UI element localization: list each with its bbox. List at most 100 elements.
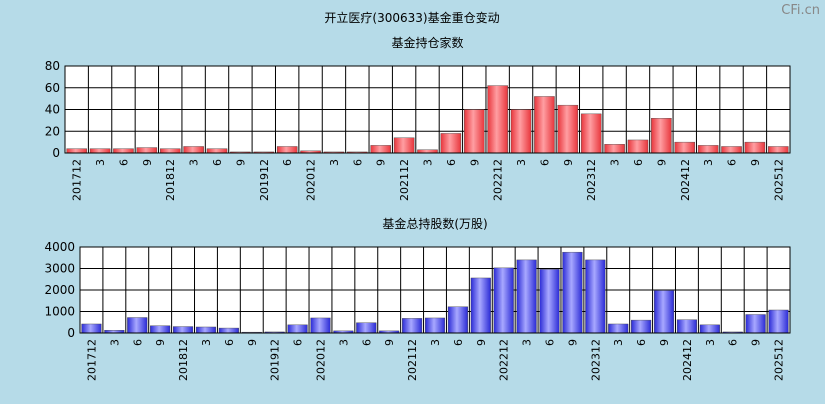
- x-tick-label: 3: [515, 159, 528, 166]
- bar: [393, 137, 415, 154]
- x-tick-label: 9: [566, 339, 579, 346]
- bar: [604, 144, 625, 154]
- bar: [159, 148, 181, 154]
- bar: [697, 145, 719, 154]
- x-tick-label: 202412: [679, 159, 692, 201]
- x-tick-label: 3: [521, 339, 534, 346]
- x-tick-label: 9: [749, 159, 762, 166]
- x-tick-label: 202512: [772, 159, 785, 201]
- bar: [356, 322, 377, 334]
- x-tick-label: 202212: [492, 159, 505, 201]
- bar: [183, 146, 204, 154]
- chart-fund-count: 基金持仓家数 0 20 40 60 80 201712 3 6 9 201812 3 6 9 201912 6…: [45, 35, 791, 201]
- x-tick-label: 6: [445, 159, 458, 166]
- bar: [447, 306, 468, 334]
- bar: [464, 109, 485, 154]
- bar: [440, 133, 462, 154]
- x-tick-label: 6: [726, 159, 739, 166]
- x-tick-label: 3: [704, 339, 717, 346]
- bar: [195, 326, 217, 334]
- x-tick-label: 6: [292, 339, 305, 346]
- bar: [608, 323, 629, 334]
- x-tick-label: 202412: [681, 339, 694, 381]
- bar: [585, 259, 606, 334]
- x-tick-label: 3: [200, 339, 213, 346]
- chart-fund-shares: 基金总持股数(万股) 0 1000 2000 3000 4000 201712 3 6 9 2018…: [44, 216, 791, 381]
- bar: [493, 267, 514, 334]
- x-tick-label: 9: [655, 159, 668, 166]
- x-tick-label: 6: [635, 339, 648, 346]
- bar: [557, 104, 579, 154]
- x-tick-label: 9: [141, 159, 154, 166]
- x-tick-label: 201812: [164, 159, 177, 201]
- bar: [287, 324, 308, 334]
- x-tick-label: 9: [246, 339, 259, 346]
- x-tick-label: 6: [727, 339, 740, 346]
- x-tick-label: 9: [468, 159, 481, 166]
- x-tick-label: 6: [281, 159, 294, 166]
- x-tick-label: 9: [154, 339, 167, 346]
- y-tick-label: 60: [45, 81, 60, 95]
- x-tick-label: 9: [658, 339, 671, 346]
- bar: [562, 251, 583, 334]
- x-tick-label: 9: [475, 339, 488, 346]
- x-tick-label: 6: [223, 339, 236, 346]
- x-tick-label: 202312: [585, 159, 598, 201]
- y-tick-label: 1000: [44, 305, 75, 319]
- bar: [676, 319, 697, 334]
- bar: [173, 326, 194, 334]
- bar: [674, 141, 696, 154]
- x-tick-label: 6: [538, 159, 551, 166]
- bar: [113, 148, 134, 154]
- x-tick-label: 3: [94, 159, 107, 166]
- y-tick-label: 3000: [44, 262, 75, 276]
- bar: [580, 113, 602, 154]
- bar: [402, 318, 423, 334]
- y-tick-label: 2000: [44, 283, 75, 297]
- bar: [768, 146, 789, 154]
- x-tick-label: 201912: [258, 159, 271, 201]
- x-tick-label: 3: [328, 159, 341, 166]
- bar: [699, 324, 720, 334]
- x-tick-label: 202012: [305, 159, 318, 201]
- x-tick-label: 6: [544, 339, 557, 346]
- bar: [516, 259, 537, 334]
- x-tick-label: 201712: [85, 339, 98, 381]
- bar: [81, 323, 102, 334]
- x-tick-label: 9: [375, 159, 388, 166]
- x-tick-label: 202212: [498, 339, 511, 381]
- plot-frame: [64, 65, 791, 154]
- bar: [276, 146, 298, 154]
- x-tick-label: 202112: [398, 159, 411, 201]
- x-tick-label: 3: [702, 159, 715, 166]
- x-tick-label: 6: [351, 159, 364, 166]
- x-tick-label: 3: [612, 339, 625, 346]
- bar: [218, 327, 239, 334]
- x-tick-label: 3: [429, 339, 442, 346]
- x-tick-label: 3: [108, 339, 121, 346]
- main-title: 开立医疗(300633)基金重仓变动: [324, 10, 499, 25]
- x-tick-label: 9: [562, 159, 575, 166]
- x-tick-label: 3: [422, 159, 435, 166]
- x-tick-label: 6: [117, 159, 130, 166]
- bar: [651, 117, 672, 154]
- x-tick-label: 9: [750, 339, 763, 346]
- bar: [627, 139, 649, 154]
- bar: [206, 148, 228, 154]
- y-tick-label: 4000: [44, 240, 75, 254]
- x-tick-label: 6: [360, 339, 373, 346]
- bar: [89, 148, 111, 154]
- bar: [534, 96, 555, 154]
- y-tick-label: 0: [52, 146, 60, 160]
- x-tick-label: 9: [234, 159, 247, 166]
- bar: [768, 309, 789, 334]
- bar: [424, 317, 446, 334]
- bar: [631, 319, 652, 334]
- x-tick-label: 3: [609, 159, 622, 166]
- chart-title: 基金总持股数(万股): [382, 216, 487, 231]
- x-tick-label: 202012: [314, 339, 327, 381]
- x-tick-label: 201812: [177, 339, 190, 381]
- bar: [310, 317, 331, 334]
